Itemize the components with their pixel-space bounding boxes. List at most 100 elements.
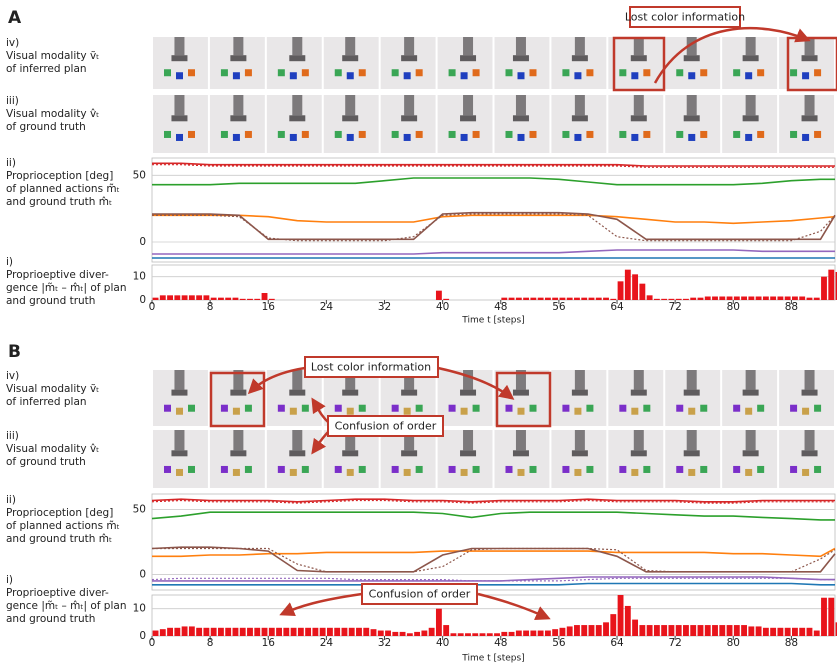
cube (233, 408, 240, 415)
bar (574, 625, 580, 636)
y-axis-label: ii) (6, 157, 16, 169)
row-label: iv) (6, 370, 19, 382)
cube (335, 466, 342, 473)
robot-arm (687, 95, 697, 115)
thumbnail (779, 370, 834, 426)
cube (233, 134, 240, 141)
bar (240, 299, 246, 300)
cube (700, 405, 707, 412)
gripper (743, 55, 759, 61)
robot-arm (292, 370, 302, 390)
bar (698, 625, 704, 636)
cube (688, 469, 695, 476)
gripper (289, 450, 305, 456)
robot-arm (805, 430, 815, 450)
y-tick-label: 50 (133, 169, 146, 181)
cube (461, 134, 468, 141)
y-axis-label: i) (6, 574, 13, 586)
bar (639, 284, 645, 300)
cube (802, 469, 809, 476)
cube (676, 405, 683, 412)
thumbnail (438, 370, 493, 426)
robot-arm (516, 430, 526, 450)
thumbnail (153, 430, 208, 488)
cube (290, 134, 297, 141)
thumbnail (210, 95, 265, 153)
thumbnail (551, 95, 606, 153)
bar (668, 625, 674, 636)
gripper (230, 390, 246, 396)
thumbnail (665, 37, 720, 89)
bar (472, 633, 478, 636)
thumbnail (267, 37, 322, 89)
bar (741, 297, 747, 301)
bar (167, 295, 173, 300)
cube (574, 469, 581, 476)
bar (828, 270, 834, 300)
thumbnail (495, 95, 550, 153)
cube (676, 131, 683, 138)
cube (631, 469, 638, 476)
robot-arm (746, 95, 756, 115)
y-axis-label: and ground truth m̂ₜ (6, 196, 112, 208)
x-tick-label: 88 (785, 301, 798, 313)
robot-arm (634, 370, 644, 390)
bar (211, 298, 217, 300)
bar (342, 628, 348, 636)
gripper (460, 115, 476, 121)
x-tick-label: 32 (378, 301, 391, 313)
x-tick-label: 80 (727, 301, 740, 313)
cube (392, 466, 399, 473)
robot-arm (575, 95, 585, 115)
cube (619, 405, 626, 412)
bar (501, 632, 507, 636)
bar (821, 277, 827, 300)
x-tick-label: 64 (610, 301, 624, 313)
y-axis-label: of planned actions m̃ₜ (6, 183, 120, 195)
y-axis-label: and ground truth (6, 613, 95, 625)
robot-arm (746, 37, 756, 55)
thumbnail (210, 37, 265, 89)
cube (335, 69, 342, 76)
gripper (401, 450, 417, 456)
bar (632, 274, 638, 300)
bar (698, 298, 704, 300)
robot-arm (174, 370, 184, 390)
robot-arm (463, 430, 473, 450)
robot-arm (634, 37, 644, 55)
cube (164, 69, 171, 76)
cube (245, 69, 252, 76)
bar (734, 625, 740, 636)
bar (167, 628, 173, 636)
cube (347, 72, 354, 79)
bar (349, 628, 355, 636)
robot-arm (805, 95, 815, 115)
gripper (513, 450, 529, 456)
bar (770, 297, 776, 301)
cube (700, 69, 707, 76)
bar (821, 598, 827, 636)
gripper (230, 115, 246, 121)
x-tick-label: 8 (207, 301, 214, 313)
bar (160, 629, 166, 636)
annotation: Lost color information (311, 361, 431, 374)
cube (643, 405, 650, 412)
row-label: iv) (6, 37, 19, 49)
cube (745, 469, 752, 476)
cube (416, 69, 423, 76)
cube (518, 469, 525, 476)
bar (661, 299, 667, 300)
bar (814, 631, 820, 636)
bar (225, 298, 231, 300)
bar (654, 625, 660, 636)
gripper (342, 55, 358, 61)
thumbnail (495, 430, 550, 488)
robot-arm (345, 37, 355, 55)
bar (683, 299, 689, 300)
y-tick-label: 0 (139, 630, 146, 642)
cube (757, 131, 764, 138)
gripper (802, 450, 818, 456)
bar (705, 297, 711, 301)
gripper (342, 450, 358, 456)
cube (404, 72, 411, 79)
